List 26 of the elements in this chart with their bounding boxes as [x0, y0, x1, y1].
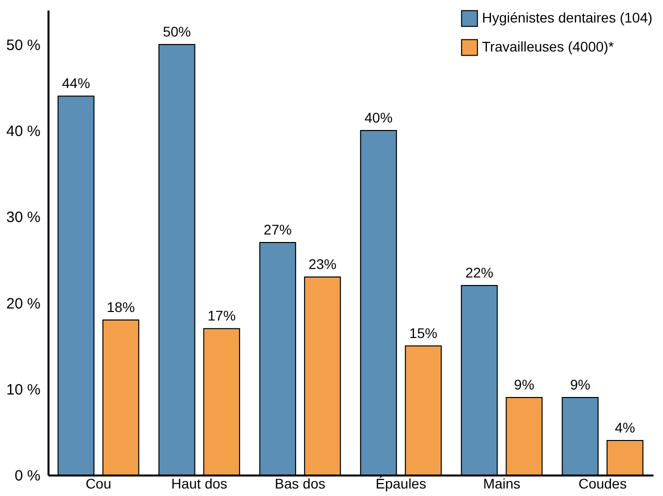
data-label: 23%: [308, 256, 337, 272]
data-label: 44%: [62, 75, 90, 92]
y-tick-label: 30 %: [6, 209, 40, 226]
data-label: 9%: [570, 376, 590, 392]
y-tick-label: 20 %: [6, 295, 40, 312]
data-label: 50%: [162, 23, 191, 40]
data-label: 9%: [514, 376, 534, 392]
data-label: 17%: [208, 308, 236, 324]
legend-label: Travailleuses (4000)*: [482, 38, 614, 54]
data-label: 15%: [409, 324, 438, 341]
y-tick-label: 50 %: [6, 36, 40, 54]
data-label: 18%: [106, 299, 135, 315]
y-tick-label: 10 %: [6, 381, 40, 398]
y-tick-label: 0 %: [14, 468, 40, 484]
x-tick-label: Mains: [483, 476, 520, 492]
x-tick-label: Haut dos: [171, 476, 228, 492]
data-label: 22%: [465, 264, 494, 281]
legend-label: Hygiénistes dentaires (104): [482, 10, 652, 26]
data-label: 4%: [614, 420, 636, 436]
x-tick-label: Coudes: [578, 476, 627, 492]
data-label: 27%: [264, 222, 292, 238]
x-tick-label: Cou: [86, 476, 112, 492]
y-tick-label: 40 %: [6, 123, 40, 140]
x-tick-label: Bas dos: [274, 476, 326, 492]
data-label: 40%: [364, 110, 393, 126]
x-tick-label: Épaules: [376, 476, 426, 492]
